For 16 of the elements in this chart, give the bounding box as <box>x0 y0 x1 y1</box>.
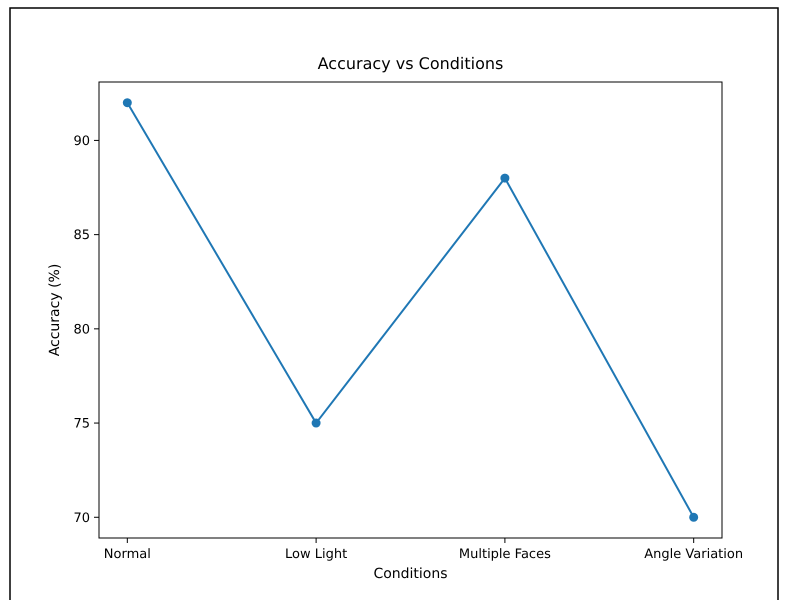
y-tick-label: 80 <box>73 322 90 338</box>
y-tick-label: 85 <box>73 228 90 244</box>
point <box>312 418 321 428</box>
point <box>500 174 510 183</box>
x-tick-label: Angle Variation <box>644 547 744 562</box>
point <box>122 98 132 108</box>
point <box>689 512 698 522</box>
y-tick-label: 75 <box>73 416 90 432</box>
x-tick-label: Normal <box>104 547 151 562</box>
x-tick-label: Multiple Faces <box>458 547 552 562</box>
y-axis-title: Accuracy (%) <box>47 264 63 356</box>
chart-title: Accuracy vs Conditions <box>318 54 504 73</box>
x-axis-title: Conditions <box>373 566 448 582</box>
x-tick-label: Low Light <box>285 547 348 562</box>
y-tick-label: 70 <box>73 510 90 526</box>
y-tick-label: 90 <box>73 134 90 149</box>
